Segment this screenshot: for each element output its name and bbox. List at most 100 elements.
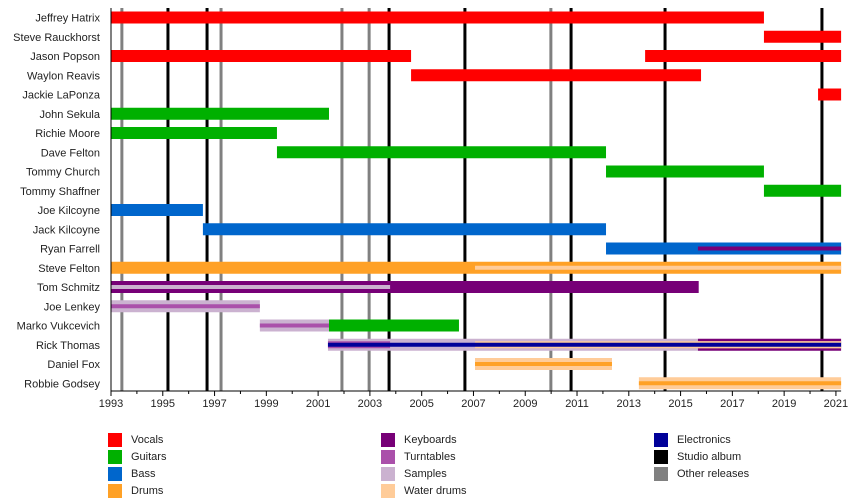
member-label: Steve Felton: [38, 263, 100, 275]
member-label: Richie Moore: [35, 128, 100, 140]
legend-item-keyboards: Keyboards: [381, 432, 457, 448]
member-label: Jackie LaPonza: [22, 90, 101, 102]
other-release-line: [549, 8, 553, 391]
other-release-line: [340, 8, 344, 391]
studio-album-line: [663, 8, 667, 391]
legend-label: Water drums: [404, 485, 467, 497]
member-label: John Sekula: [39, 109, 100, 121]
bar-guitars: [763, 184, 842, 197]
legend-swatch: [108, 433, 122, 447]
legend-item-other-releases: Other releases: [654, 466, 749, 482]
x-tick-label: 1999: [254, 398, 278, 410]
bar-bass: [202, 223, 607, 236]
bar-guitars: [111, 127, 277, 139]
x-tick-label: 1995: [151, 398, 175, 410]
x-tick-label: 2001: [306, 398, 330, 410]
bar-vocals: [111, 11, 764, 24]
studio-album-line: [463, 8, 467, 391]
x-tick-label: 2015: [668, 398, 692, 410]
legend-swatch: [654, 450, 668, 464]
member-label: Tommy Shaffner: [20, 186, 100, 198]
legend-label: Vocals: [131, 434, 164, 446]
x-tick-label: 2019: [772, 398, 796, 410]
timeline-plot: Jeffrey Hatrix Steve Rauckhorst Jason Pops…: [13, 8, 848, 410]
studio-album-line: [387, 8, 391, 391]
bar-turntables: [111, 304, 260, 309]
other-release-line: [219, 8, 223, 391]
legend-label: Guitars: [131, 451, 167, 463]
x-tick-label: 2009: [513, 398, 537, 410]
bar-vocals: [111, 50, 412, 62]
legend-swatch: [381, 450, 395, 464]
bar-guitars: [111, 107, 329, 120]
legend-item-guitars: Guitars: [108, 449, 166, 465]
other-release-line: [120, 8, 124, 391]
x-tick-label: 2005: [409, 398, 433, 410]
bar-samples: [111, 285, 391, 289]
bar-guitars: [328, 319, 459, 332]
bar-keyboards: [697, 246, 842, 251]
legend-item-turntables: Turntables: [381, 449, 456, 465]
legend-item-water-drums: Water drums: [381, 483, 467, 499]
legend-label: Drums: [131, 485, 164, 497]
x-tick-label: 2011: [565, 398, 589, 410]
member-label: Rick Thomas: [36, 340, 100, 352]
x-tick-label: 1993: [99, 398, 123, 410]
legend-item-studio-album: Studio album: [654, 449, 741, 465]
member-label: Ryan Farrell: [40, 244, 100, 256]
studio-album-line: [166, 8, 170, 391]
legend-label: Turntables: [404, 451, 456, 463]
studio-album-line: [205, 8, 209, 391]
legend-swatch: [381, 484, 395, 498]
member-label: Joe Lenkey: [44, 301, 101, 313]
bar-vocals: [818, 88, 842, 101]
legend-label: Electronics: [677, 434, 731, 446]
bar-vocals: [411, 69, 702, 82]
legend-swatch: [108, 450, 122, 464]
x-tick-label: 1997: [202, 398, 226, 410]
legend-label: Keyboards: [404, 434, 457, 446]
bar-drums: [475, 362, 612, 366]
member-label: Joe Kilcoyne: [38, 205, 100, 217]
member-label: Waylon Reavis: [27, 70, 100, 82]
member-label: Jeffrey Hatrix: [35, 13, 100, 25]
member-label: Jason Popson: [30, 51, 100, 63]
legend-swatch: [381, 433, 395, 447]
legend-item-electronics: Electronics: [654, 432, 731, 448]
legend-swatch: [108, 467, 122, 481]
studio-album-line: [569, 8, 573, 391]
legend-item-drums: Drums: [108, 483, 163, 499]
x-tick-label: 2021: [824, 398, 848, 410]
legend-swatch: [108, 484, 122, 498]
bar-guitars: [606, 165, 764, 178]
member-label: Jack Kilcoyne: [33, 224, 100, 236]
x-tick-label: 2003: [358, 398, 382, 410]
member-label: Marko Vukcevich: [17, 321, 100, 333]
x-tick-label: 2007: [461, 398, 485, 410]
legend-swatch: [654, 433, 668, 447]
bar-turntables: [259, 323, 329, 328]
member-label: Dave Felton: [41, 147, 100, 159]
bar-vocals: [763, 30, 842, 43]
studio-album-line: [820, 8, 824, 391]
legend-label: Other releases: [677, 468, 750, 480]
bar-electronics: [327, 342, 842, 347]
legend-item-samples: Samples: [381, 466, 447, 482]
legend-item-vocals: Vocals: [108, 432, 163, 448]
legend-label: Studio album: [677, 451, 742, 463]
bar-guitars: [276, 146, 607, 159]
member-label: Steve Rauckhorst: [13, 32, 100, 44]
x-tick-label: 2013: [617, 398, 641, 410]
legend-item-bass: Bass: [108, 466, 155, 482]
member-label: Daniel Fox: [47, 359, 100, 371]
other-release-line: [367, 8, 371, 391]
bar-water-drums: [475, 265, 842, 270]
bar-keyboards: [111, 281, 699, 293]
member-label: Tom Schmitz: [37, 282, 100, 294]
legend-label: Samples: [404, 468, 447, 480]
legend-swatch: [654, 467, 668, 481]
member-label: Tommy Church: [26, 167, 100, 179]
bar-drums: [638, 381, 842, 386]
legend-label: Bass: [131, 468, 156, 480]
